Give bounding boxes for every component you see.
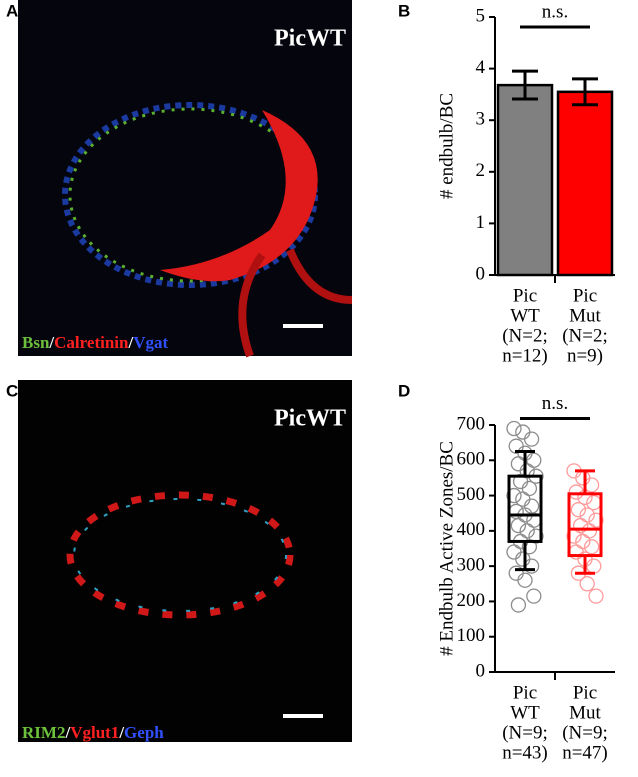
x-tick-label: (N=9; <box>562 722 608 743</box>
bar <box>556 90 614 277</box>
data-point <box>575 470 591 486</box>
y-tick-label: 100 <box>457 625 486 646</box>
x-tick-label: Mut <box>569 702 601 723</box>
data-point <box>588 588 604 604</box>
y-tick-label: 3 <box>476 109 486 130</box>
panel-label: A <box>6 1 18 20</box>
stain-label: RIM2/Vglut1/Geph <box>22 723 164 742</box>
panel-label: B <box>398 1 410 20</box>
x-tick-label: n=12) <box>502 345 548 366</box>
y-tick-label: 400 <box>457 519 486 540</box>
stain-part: Vgat <box>133 333 168 352</box>
y-tick-label: 700 <box>457 413 486 434</box>
bar <box>496 83 554 277</box>
x-tick-label: n=47) <box>562 742 608 763</box>
image-title: PicWT <box>274 26 346 52</box>
data-point <box>510 597 527 613</box>
micrograph-c <box>18 380 352 742</box>
y-axis-label: # endbulb/BC <box>436 93 457 199</box>
y-tick-label: 0 <box>476 263 486 284</box>
annotation: n.s. <box>542 393 568 414</box>
stain-part: Geph <box>124 723 164 742</box>
data-point <box>579 576 595 592</box>
y-tick-label: 300 <box>457 555 486 576</box>
x-tick-label: Pic <box>573 285 597 306</box>
data-point <box>586 558 602 574</box>
micrograph-a <box>18 0 353 358</box>
x-tick-label: (N=2; <box>562 325 608 346</box>
x-tick-label: Mut <box>569 305 601 326</box>
x-tick-label: n=9) <box>567 345 603 366</box>
error-bar <box>512 69 538 101</box>
annotation: n.s. <box>542 1 568 22</box>
y-tick-label: 200 <box>457 590 486 611</box>
y-tick-label: 0 <box>476 660 486 681</box>
data-point <box>521 480 538 497</box>
data-point <box>515 551 531 567</box>
stain-part: Calretinin <box>54 333 129 352</box>
y-tick-label: 2 <box>476 160 486 181</box>
data-point <box>568 484 584 500</box>
y-tick-label: 1 <box>476 212 486 233</box>
stain-label: Bsn/Calretinin/Vgat <box>22 333 168 352</box>
x-tick-label: n=43) <box>502 742 548 763</box>
y-tick-label: 5 <box>476 5 486 26</box>
stain-part: / <box>64 723 70 742</box>
data-point <box>510 517 527 534</box>
x-tick-label: WT <box>510 702 540 723</box>
x-tick-label: Pic <box>513 682 537 703</box>
image-title: PicWT <box>274 406 346 432</box>
data-point <box>517 572 533 588</box>
panel-label: D <box>398 381 410 400</box>
stain-part: Vglut1 <box>70 723 119 742</box>
data-point <box>521 539 538 555</box>
stain-part: RIM2 <box>22 723 65 742</box>
x-tick-label: (N=9; <box>502 722 548 743</box>
stain-part: / <box>127 333 133 352</box>
data-point <box>583 539 600 555</box>
data-point <box>523 498 540 514</box>
box <box>567 492 603 558</box>
panel-label: C <box>6 381 18 400</box>
data-point <box>523 431 540 447</box>
x-tick-label: Pic <box>513 285 537 306</box>
y-tick-label: 600 <box>457 449 486 470</box>
data-point <box>570 502 587 518</box>
stain-part: / <box>118 723 124 742</box>
y-tick-label: 4 <box>476 57 486 78</box>
box <box>507 474 543 543</box>
x-tick-label: Pic <box>573 682 597 703</box>
data-point <box>510 456 527 472</box>
x-tick-label: (N=2; <box>502 325 548 346</box>
data-point <box>526 588 542 604</box>
data-point <box>506 487 522 504</box>
x-tick-label: WT <box>510 305 540 326</box>
data-point <box>506 544 522 560</box>
y-tick-label: 500 <box>457 484 486 505</box>
stain-part: / <box>48 333 54 352</box>
data-point <box>515 424 531 440</box>
data-point <box>506 420 522 437</box>
y-axis-label: # Endbulb Active Zones/BC <box>436 441 457 656</box>
stain-part: Bsn <box>22 333 50 352</box>
error-bar <box>572 77 598 107</box>
data-point <box>526 452 542 468</box>
